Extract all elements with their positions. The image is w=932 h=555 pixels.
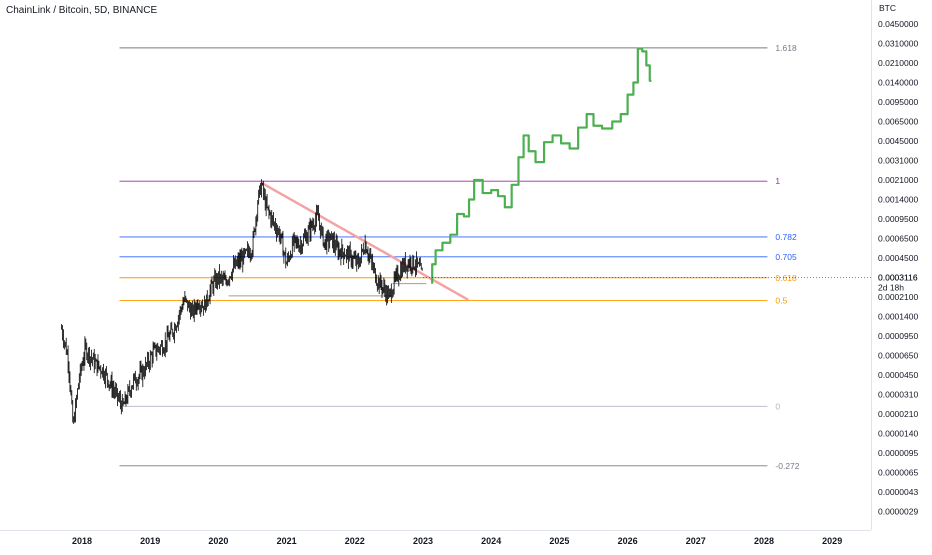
price-series [61, 47, 652, 425]
fib-level-label: 0.5 [775, 296, 787, 306]
price-axis[interactable] [871, 0, 932, 530]
fib-level-label: 0.782 [775, 232, 797, 242]
fib-level-label: 1.618 [775, 43, 797, 53]
projection-line[interactable] [431, 47, 652, 284]
fib-level-label: -0.272 [775, 461, 799, 471]
chart-title: ChainLink / Bitcoin, 5D, BINANCE [6, 5, 158, 16]
fib-level-label: 0.618 [775, 273, 797, 283]
fib-level-label: 0 [775, 401, 780, 411]
currency-label: BTC [879, 3, 896, 13]
time-axis[interactable] [0, 530, 871, 551]
fib-level-label: 1 [775, 176, 780, 186]
fib-levels: 1.618 1 0.782 0.705 0.618 0.5 0 -0.272 [119, 43, 800, 471]
fib-level-label: 0.705 [775, 252, 797, 262]
